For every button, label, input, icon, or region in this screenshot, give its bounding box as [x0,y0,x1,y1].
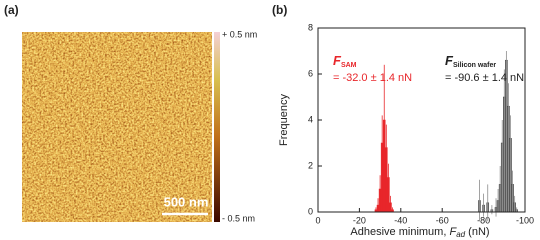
legend-name: FSilicon wafer [445,53,496,68]
x-label-subscript: ad [456,230,465,239]
y-tick-label: 4 [308,114,313,124]
y-tick-label: 8 [308,22,313,32]
scale-bar-label: 500 nm [164,194,209,209]
plot-frame [317,27,526,213]
afm-image [22,32,212,222]
y-axis-label: Frequency [278,94,290,146]
scale-bottom: - 0.5 nm [222,213,255,223]
legend-value: = -90.6 ± 1.4 nN [445,72,524,84]
x-tick-label: -100 [516,215,534,225]
legend-name: FSAM [333,53,357,68]
x-tick-label: -20 [353,215,366,225]
x-tick-label: -60 [436,215,449,225]
x-label-unit: (nN) [465,226,489,238]
x-label-text: Adhesive minimum, [350,226,449,238]
panel-label: (b) [272,3,287,17]
x-tick-label: -80 [477,215,490,225]
x-tick-label: -40 [394,215,407,225]
y-tick-label: 0 [308,206,313,216]
y-tick-label: 2 [308,160,313,170]
legend-symbol: F [333,53,342,68]
scale-top: + 0.5 nm [222,29,257,39]
color-bar [214,32,220,222]
panel-label: (a) [4,3,19,17]
x-label-symbol: F [449,226,457,238]
legend-subscript: Silicon wafer [453,62,496,69]
x-tick-label: 0 [315,215,320,225]
legend-symbol: F [445,53,454,68]
legend-value: = -32.0 ± 1.4 nN [333,72,412,84]
y-tick-label: 6 [308,68,313,78]
legend-subscript: SAM [341,62,357,69]
x-axis-label: Adhesive minimum, Fad (nN) [350,226,489,239]
